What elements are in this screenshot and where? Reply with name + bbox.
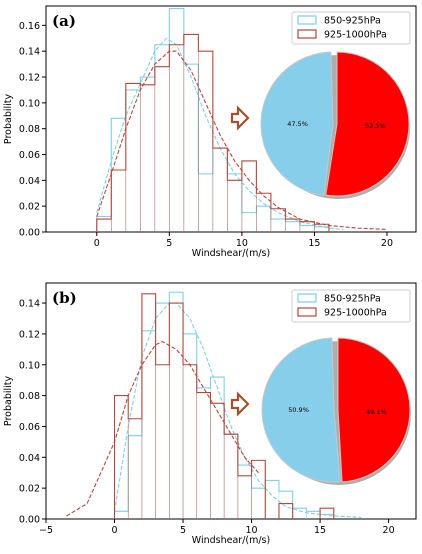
y-tick-label: 0.14: [19, 47, 40, 58]
x-tick-label: 0: [94, 238, 100, 249]
y-tick-label: 0.08: [19, 391, 40, 402]
pie-slice-blue: [260, 51, 334, 196]
panel-b: 0.00 0.02 0.04 0.06 0.08 0.10 0.12 0.14 −5 0 5 10 15…: [3, 282, 417, 546]
x-tick-label: −5: [39, 525, 53, 536]
y-tick-label: 0.10: [19, 98, 40, 109]
y-tick-label: 0.14: [19, 299, 40, 310]
histogram-red: [96, 33, 330, 232]
y-tick-label: 0.04: [19, 176, 40, 187]
x-tick-label: 15: [314, 525, 326, 536]
y-tick-label: 0.12: [19, 329, 40, 340]
arrow-icon: [230, 105, 250, 131]
pie-label-blue: 50.9%: [288, 406, 309, 414]
legend-box: [291, 289, 411, 323]
x-tick-label: 5: [180, 525, 186, 536]
fit-curve-red: [66, 340, 259, 517]
legend-box: [291, 11, 411, 45]
pie-slice-blue: [261, 337, 341, 483]
pie-slice-red: [325, 51, 410, 197]
x-tick-label: 20: [381, 238, 393, 249]
legend-label: 925-1000hPa: [324, 308, 387, 319]
plot-frame: [45, 5, 417, 233]
legend-label: 850-925hPa: [324, 294, 381, 305]
legend-label: 850-925hPa: [324, 16, 381, 27]
y-tick-label: 0.10: [19, 360, 40, 371]
y-tick-label: 0.02: [19, 484, 40, 495]
pie-slice-red: [337, 337, 411, 483]
y-tick-label: 0.04: [19, 453, 40, 464]
fit-curve-red: [96, 50, 388, 230]
histogram-extra-bin: [278, 503, 294, 519]
y-tick-label: 0.16: [19, 21, 40, 32]
legend-label: 925-1000hPa: [324, 30, 387, 41]
y-tick-label: 0.06: [19, 422, 40, 433]
y-axis-label: Probability: [3, 94, 14, 145]
panel-a: 0.00 0.02 0.04 0.06 0.08 0.10 0.12 0.14 0.16 0 5 10…: [3, 5, 417, 259]
legend-swatch: [297, 293, 317, 303]
arrow-icon: [230, 391, 250, 417]
y-tick-label: 0.08: [19, 124, 40, 135]
y-axis-label: Probability: [3, 376, 14, 427]
pie-label-red: 52.5%: [365, 122, 386, 130]
x-tick-label: 10: [246, 525, 258, 536]
x-tick-label: 15: [308, 238, 320, 249]
plot-frame: [45, 282, 417, 520]
x-tick-label: 10: [236, 238, 248, 249]
x-tick-label: 5: [166, 238, 172, 249]
panel-label: (a): [52, 12, 76, 30]
x-axis-label: Windshear/(m/s): [192, 248, 270, 259]
fit-curve-blue: [113, 302, 362, 519]
panel-label: (b): [52, 289, 77, 307]
legend-swatch: [297, 307, 317, 317]
y-tick-label: 0.12: [19, 73, 40, 84]
y-tick-label: 0.00: [19, 228, 40, 239]
histogram-extra-bin: [319, 507, 335, 519]
pie-label-red: 49.1%: [366, 408, 387, 416]
legend-swatch: [297, 15, 317, 25]
y-tick-label: 0.06: [19, 150, 40, 161]
x-tick-label: 0: [111, 525, 117, 536]
y-tick-label: 0.00: [19, 515, 40, 526]
y-tick-label: 0.02: [19, 202, 40, 213]
x-axis-label: Windshear/(m/s): [192, 535, 270, 546]
x-tick-label: 20: [383, 525, 395, 536]
pie-label-blue: 47.5%: [287, 120, 308, 128]
legend-swatch: [297, 29, 317, 39]
